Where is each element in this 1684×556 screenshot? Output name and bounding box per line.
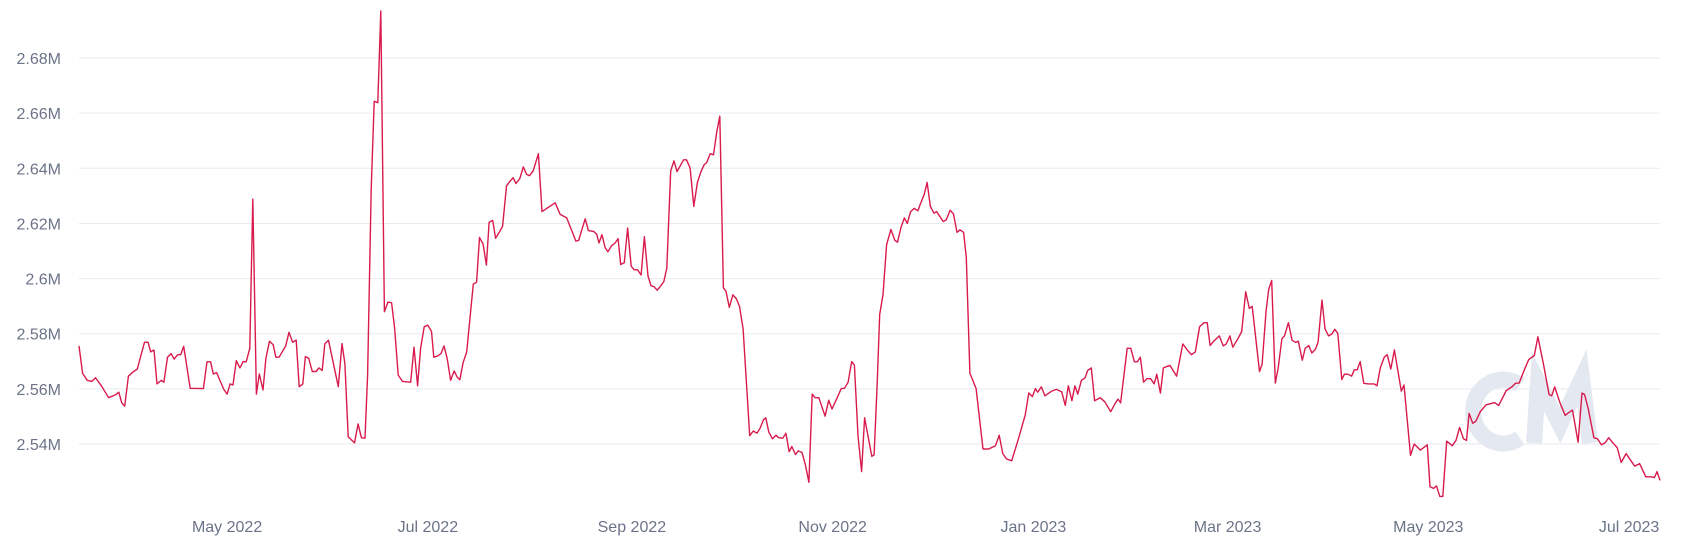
watermark-logo (1465, 349, 1598, 452)
y-tick-label: 2.62M (17, 216, 61, 233)
y-tick-label: 2.68M (17, 51, 61, 68)
x-axis: May 2022 Jul 2022 Sep 2022 Nov 2022 Jan 2023… (192, 519, 1659, 536)
x-tick-label: May 2023 (1393, 519, 1463, 536)
y-tick-label: 2.66M (17, 106, 61, 123)
x-tick-label: Jul 2022 (398, 519, 459, 536)
y-axis: 2.54M 2.56M 2.58M 2.6M 2.62M 2.64M 2.66M 2.68M (17, 51, 61, 454)
watermark-c-mark (1465, 371, 1525, 452)
y-tick-label: 2.6M (25, 272, 61, 289)
watermark-m-mark (1526, 349, 1598, 444)
y-tick-label: 2.56M (17, 382, 61, 399)
y-tick-label: 2.58M (17, 327, 61, 344)
x-tick-label: Jan 2023 (1000, 519, 1066, 536)
series-line (78, 10, 1661, 498)
x-tick-label: Nov 2022 (798, 519, 867, 536)
x-tick-label: Jul 2023 (1599, 519, 1660, 536)
y-tick-label: 2.64M (17, 161, 61, 178)
gridlines (79, 57, 1660, 445)
x-tick-label: May 2022 (192, 519, 262, 536)
x-tick-label: Sep 2022 (598, 519, 667, 536)
x-tick-label: Mar 2023 (1194, 519, 1262, 536)
y-tick-label: 2.54M (17, 437, 61, 454)
